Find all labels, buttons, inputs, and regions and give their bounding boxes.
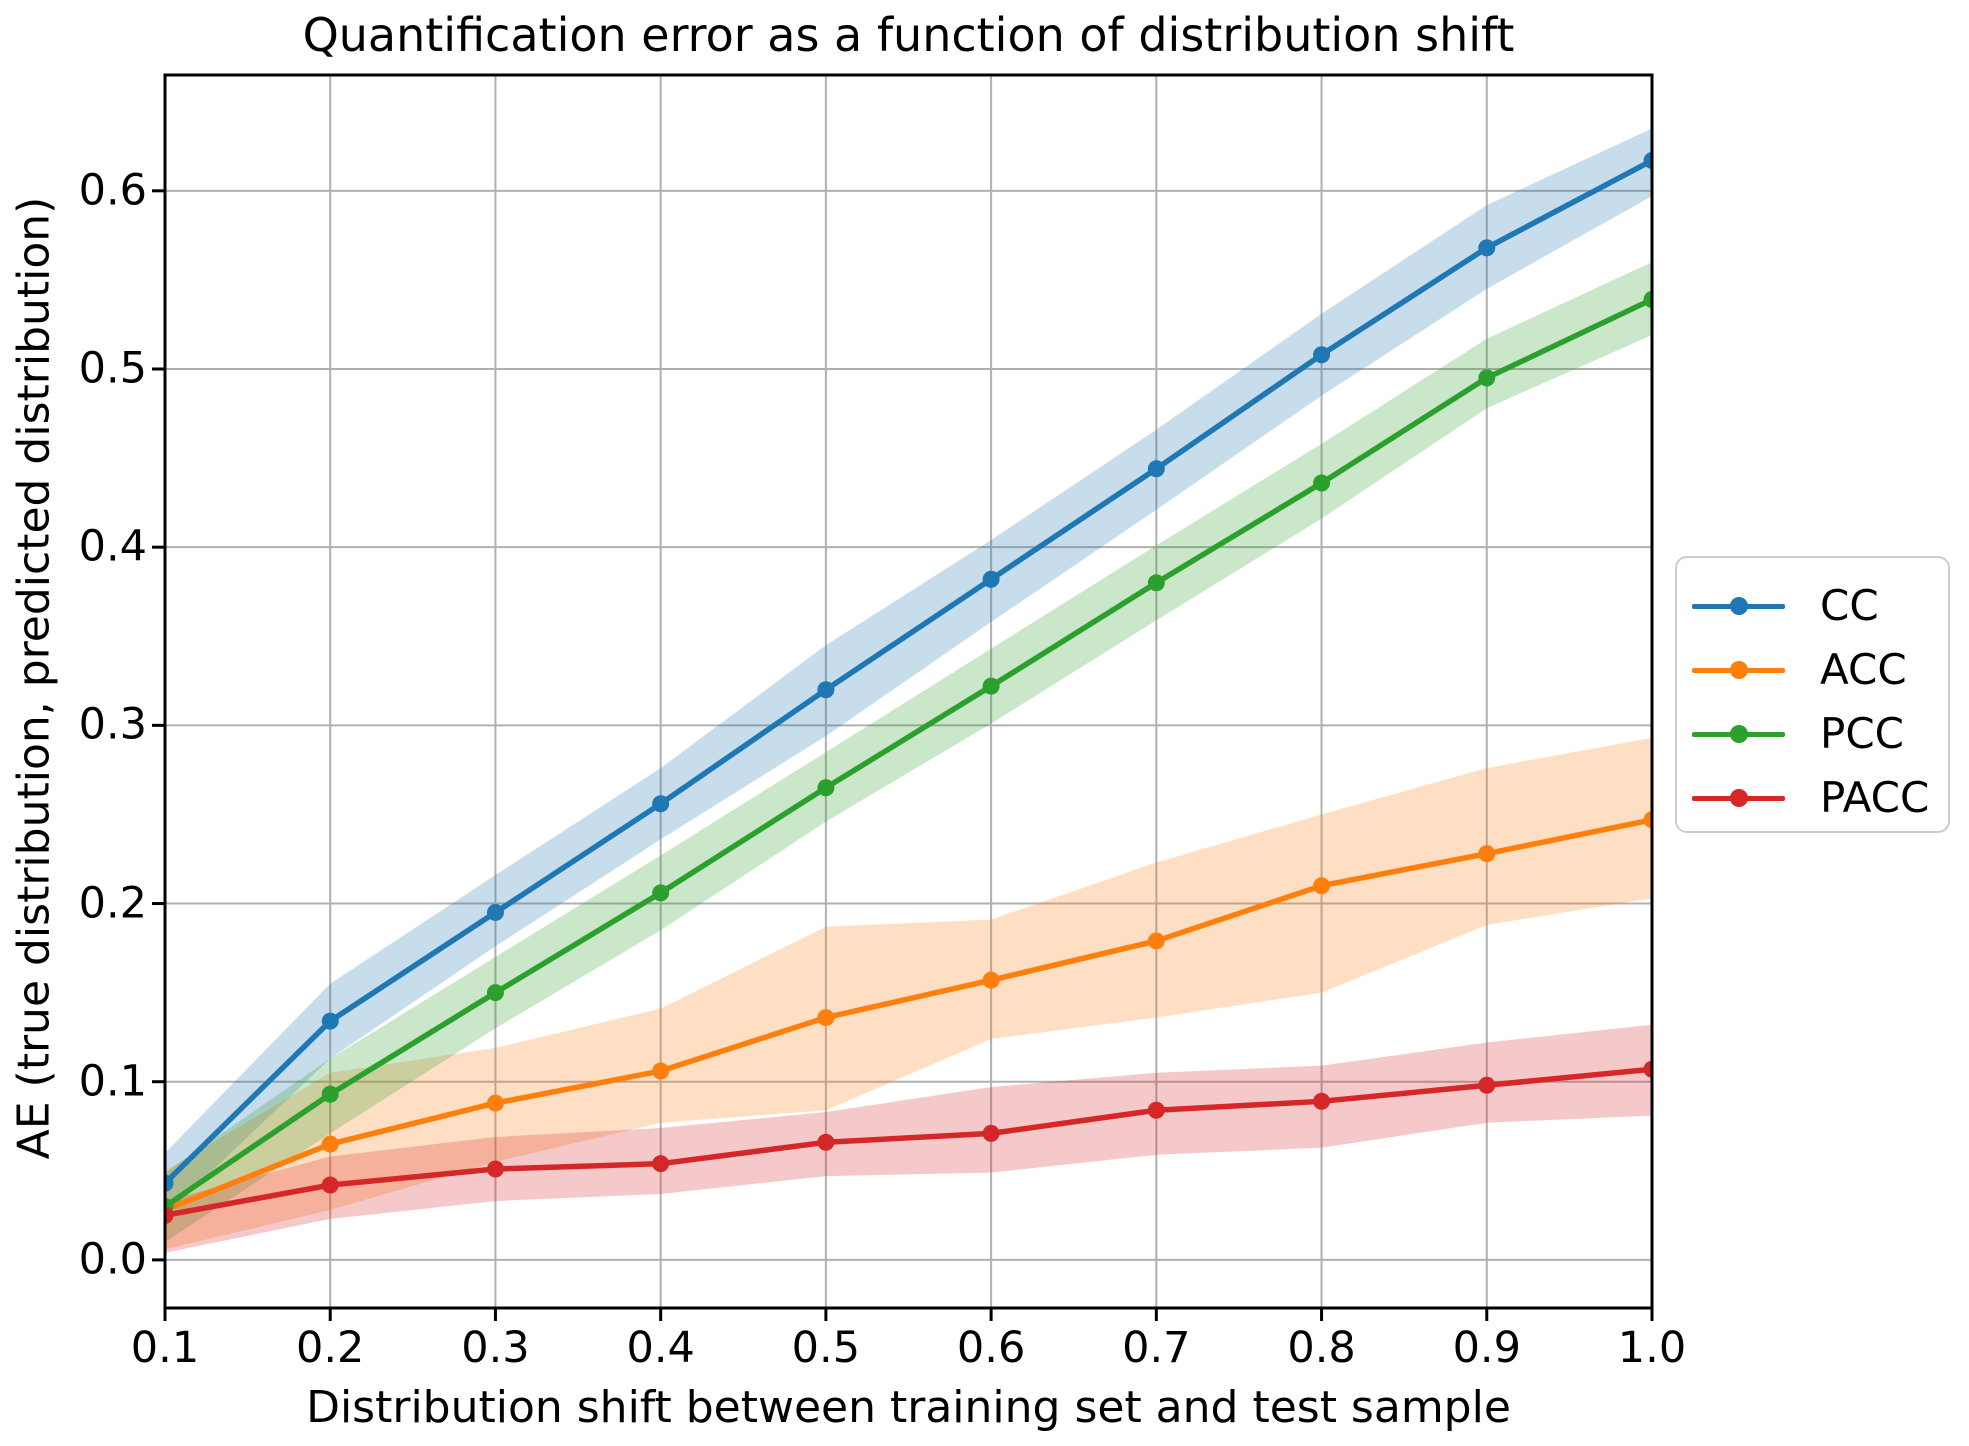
marker-pcc: [817, 779, 835, 797]
y-tick-label: 0.1: [78, 1056, 147, 1107]
x-tick-label: 0.9: [1452, 1323, 1521, 1373]
marker-acc: [1643, 811, 1652, 829]
pcc-line-marker-icon: [1692, 725, 1785, 743]
line-acc: [165, 817, 1652, 1213]
x-tick-label: 0.5: [791, 1323, 861, 1373]
marker-pacc: [1478, 1076, 1496, 1094]
legend-item-pacc: PACC: [1692, 766, 1948, 830]
legend-label-pcc: PCC: [1820, 709, 1904, 758]
band-cc: [165, 128, 1652, 1216]
x-tick-label: 1.0: [1617, 1323, 1687, 1373]
marker-cc: [1643, 152, 1652, 170]
marker-pcc: [321, 1085, 339, 1103]
y-tick-label: 0.6: [78, 165, 147, 216]
marker-acc: [652, 1062, 670, 1080]
legend-item-acc: ACC: [1692, 638, 1948, 702]
marker-pacc: [817, 1133, 835, 1151]
chart-title: Quantification error as a function of di…: [302, 8, 1515, 62]
y-tick-label: 0.4: [78, 521, 147, 572]
x-axis-label: Distribution shift between training set …: [306, 1382, 1511, 1433]
legend-item-pcc: PCC: [1692, 702, 1948, 766]
legend-label-cc: CC: [1820, 581, 1879, 630]
marker-cc: [1478, 239, 1496, 257]
marker-pacc: [1643, 1060, 1652, 1078]
marker-pacc: [652, 1155, 670, 1173]
marker-pacc: [1313, 1092, 1331, 1110]
acc-line-marker-icon: [1692, 661, 1785, 679]
marker-cc: [1313, 346, 1331, 364]
marker-pacc: [165, 1206, 174, 1224]
marker-pacc: [486, 1160, 504, 1178]
legend: CC ACC PCC PACC: [1675, 556, 1950, 833]
x-tick-label: 0.3: [461, 1323, 530, 1373]
y-tick-label: 0.2: [78, 878, 147, 929]
marker-pcc: [1313, 474, 1331, 492]
marker-pcc: [1147, 574, 1165, 592]
marker-cc: [817, 681, 835, 699]
legend-label-acc: ACC: [1820, 645, 1907, 694]
x-tick-label: 0.6: [956, 1323, 1026, 1373]
marker-pacc: [1147, 1101, 1165, 1119]
marker-cc: [652, 795, 670, 813]
marker-acc: [486, 1094, 504, 1112]
marker-acc: [321, 1135, 339, 1153]
marker-acc: [1478, 845, 1496, 863]
y-axis-label: AE (true distribution, predicted distrib…: [8, 196, 60, 1160]
axes-spines: [163, 73, 1654, 1310]
marker-pcc: [486, 984, 504, 1002]
y-tick-label: 0.5: [78, 343, 147, 394]
band-acc: [165, 737, 1652, 1250]
line-pacc: [165, 1066, 1652, 1219]
legend-label-pacc: PACC: [1820, 773, 1930, 822]
cc-line-marker-icon: [1692, 597, 1785, 615]
line-cc: [165, 158, 1652, 1186]
marker-pacc: [321, 1176, 339, 1194]
marker-cc: [165, 1174, 174, 1192]
marker-pacc: [982, 1124, 1000, 1142]
marker-cc: [321, 1012, 339, 1030]
x-tick-label: 0.7: [1122, 1323, 1191, 1373]
x-tick-label: 0.1: [130, 1323, 200, 1373]
marker-pcc: [652, 884, 670, 902]
marker-acc: [817, 1009, 835, 1027]
marker-cc: [982, 570, 1000, 588]
y-tick-label: 0.0: [78, 1234, 147, 1285]
marker-cc: [1147, 460, 1165, 478]
marker-pcc: [982, 677, 1000, 695]
marker-pcc: [1643, 291, 1652, 309]
x-tick-label: 0.8: [1287, 1323, 1356, 1373]
pacc-line-marker-icon: [1692, 789, 1785, 807]
legend-item-cc: CC: [1692, 574, 1948, 638]
marker-pcc: [1478, 369, 1496, 387]
y-tick-label: 0.3: [78, 699, 147, 750]
x-tick-label: 0.4: [626, 1323, 695, 1373]
marker-acc: [982, 971, 1000, 989]
marker-cc: [486, 903, 504, 921]
marker-acc: [1147, 932, 1165, 950]
line-pcc: [165, 297, 1652, 1209]
marker-acc: [1313, 877, 1331, 895]
x-tick-label: 0.2: [296, 1323, 365, 1373]
